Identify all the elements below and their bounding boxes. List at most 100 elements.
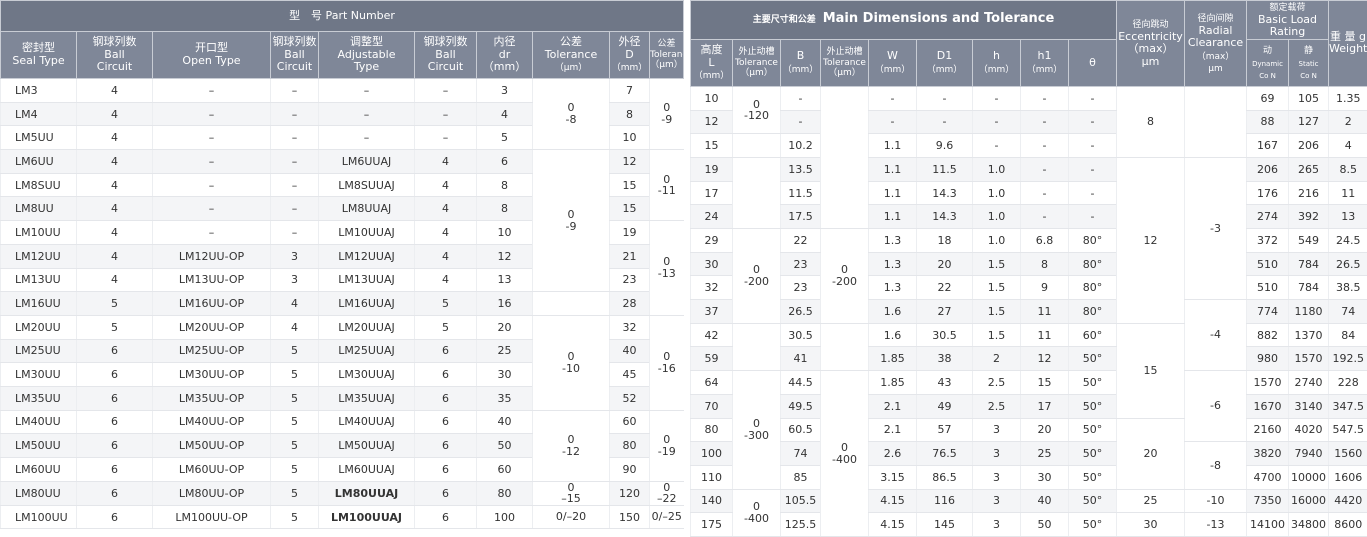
open-type-cell: LM20UU-OP — [153, 315, 271, 339]
height-cell: 110 — [691, 465, 733, 489]
outer-tolerance-cell: 0-16 — [650, 315, 684, 410]
d1-cell: - — [917, 86, 973, 110]
theta-cell: 50° — [1069, 442, 1117, 466]
open-type-cell: LM50UU-OP — [153, 434, 271, 458]
h1-cell: 8 — [1021, 252, 1069, 276]
inner-diameter-cell: 35 — [477, 386, 533, 410]
height-cell: 140 — [691, 489, 733, 513]
eccentricity-cell: 15 — [1117, 323, 1185, 418]
adjustable-circuit-cell: 6 — [415, 410, 477, 434]
adjustable-circuit-cell: 4 — [415, 197, 477, 221]
adjustable-type-cell: LM12UUAJ — [319, 244, 415, 268]
h1-cell: 17 — [1021, 394, 1069, 418]
dynamic-load-cell: 980 — [1247, 347, 1289, 371]
seal-type-cell: LM12UU — [1, 244, 77, 268]
w-cell: 1.1 — [869, 205, 917, 229]
dynamic-load-cell: 2160 — [1247, 418, 1289, 442]
dimensions-title: 主要尺寸和公差 Main Dimensions and Tolerance — [691, 1, 1117, 40]
w-cell: 1.6 — [869, 323, 917, 347]
height-tolerance-cell: 0-120 — [733, 86, 781, 133]
height-cell: 17 — [691, 181, 733, 205]
adjustable-type-cell: – — [319, 126, 415, 150]
seal-type-cell: LM30UU — [1, 363, 77, 387]
h-cell: 2.5 — [973, 371, 1021, 395]
adjustable-type-cell: LM80UUAJ — [319, 481, 415, 505]
radial-clearance-cell: -3 — [1185, 157, 1247, 299]
weight-cell: 26.5 — [1329, 252, 1367, 276]
inner-tolerance-cell — [533, 292, 610, 316]
adjustable-circuit-cell: 5 — [415, 315, 477, 339]
outer-diameter-cell: 40 — [610, 339, 650, 363]
open-circuit-cell: – — [271, 197, 319, 221]
ball-circuit-cell: 4 — [77, 126, 153, 150]
h1-cell: 30 — [1021, 465, 1069, 489]
open-type-cell: LM40UU-OP — [153, 410, 271, 434]
open-type-cell: LM100UU-OP — [153, 505, 271, 529]
h-cell: 3 — [973, 465, 1021, 489]
w-cell: 4.15 — [869, 489, 917, 513]
seal-type-cell: LM40UU — [1, 410, 77, 434]
outer-diameter-cell: 10 — [610, 126, 650, 150]
eccentricity-cell: 12 — [1117, 157, 1185, 323]
outer-tolerance-cell: 0/–25 — [650, 505, 684, 529]
inner-tolerance-cell: 0/–20 — [533, 505, 610, 529]
height-cell: 175 — [691, 513, 733, 537]
adjustable-circuit-cell: 4 — [415, 173, 477, 197]
open-circuit-cell: 5 — [271, 410, 319, 434]
ball-circuit-cell: 4 — [77, 268, 153, 292]
outer-diameter-cell: 45 — [610, 363, 650, 387]
theta-cell: 50° — [1069, 347, 1117, 371]
adjustable-circuit-cell: – — [415, 126, 477, 150]
b-cell: 85 — [781, 465, 821, 489]
inner-diameter-cell: 6 — [477, 150, 533, 174]
ball-circuit-cell: 6 — [77, 458, 153, 482]
dynamic-load-cell: 69 — [1247, 86, 1289, 110]
w-cell: 2.1 — [869, 394, 917, 418]
open-type-cell: LM80UU-OP — [153, 481, 271, 505]
d1-cell: 22 — [917, 276, 973, 300]
open-type-cell: LM25UU-OP — [153, 339, 271, 363]
open-circuit-cell: – — [271, 221, 319, 245]
h1-cell: - — [1021, 86, 1069, 110]
theta-cell: 50° — [1069, 418, 1117, 442]
theta-cell: - — [1069, 86, 1117, 110]
outer-diameter-cell: 52 — [610, 386, 650, 410]
ball-circuit-cell: 4 — [77, 197, 153, 221]
open-circuit-cell: – — [271, 126, 319, 150]
eccentricity-cell: 8 — [1117, 86, 1185, 157]
seal-type-cell: LM50UU — [1, 434, 77, 458]
b-cell: - — [781, 86, 821, 110]
outer-diameter-cell: 23 — [610, 268, 650, 292]
w-cell: 1.1 — [869, 134, 917, 158]
h-cell: 3 — [973, 513, 1021, 537]
seal-type-cell: LM6UU — [1, 150, 77, 174]
ball-circuit-cell: 6 — [77, 339, 153, 363]
d1-cell: 49 — [917, 394, 973, 418]
b-cell: 125.5 — [781, 513, 821, 537]
outer-diameter-cell: 80 — [610, 434, 650, 458]
tolerance-lower: -13 — [650, 268, 684, 280]
b-cell: 11.5 — [781, 181, 821, 205]
weight-cell: 1560 — [1329, 442, 1367, 466]
d1-cell: - — [917, 110, 973, 134]
outer-diameter-cell: 150 — [610, 505, 650, 529]
tolerance-lower: -200 — [733, 276, 780, 288]
weight-cell: 1.35 — [1329, 86, 1367, 110]
w-cell: 2.6 — [869, 442, 917, 466]
b-cell: 22 — [781, 229, 821, 253]
